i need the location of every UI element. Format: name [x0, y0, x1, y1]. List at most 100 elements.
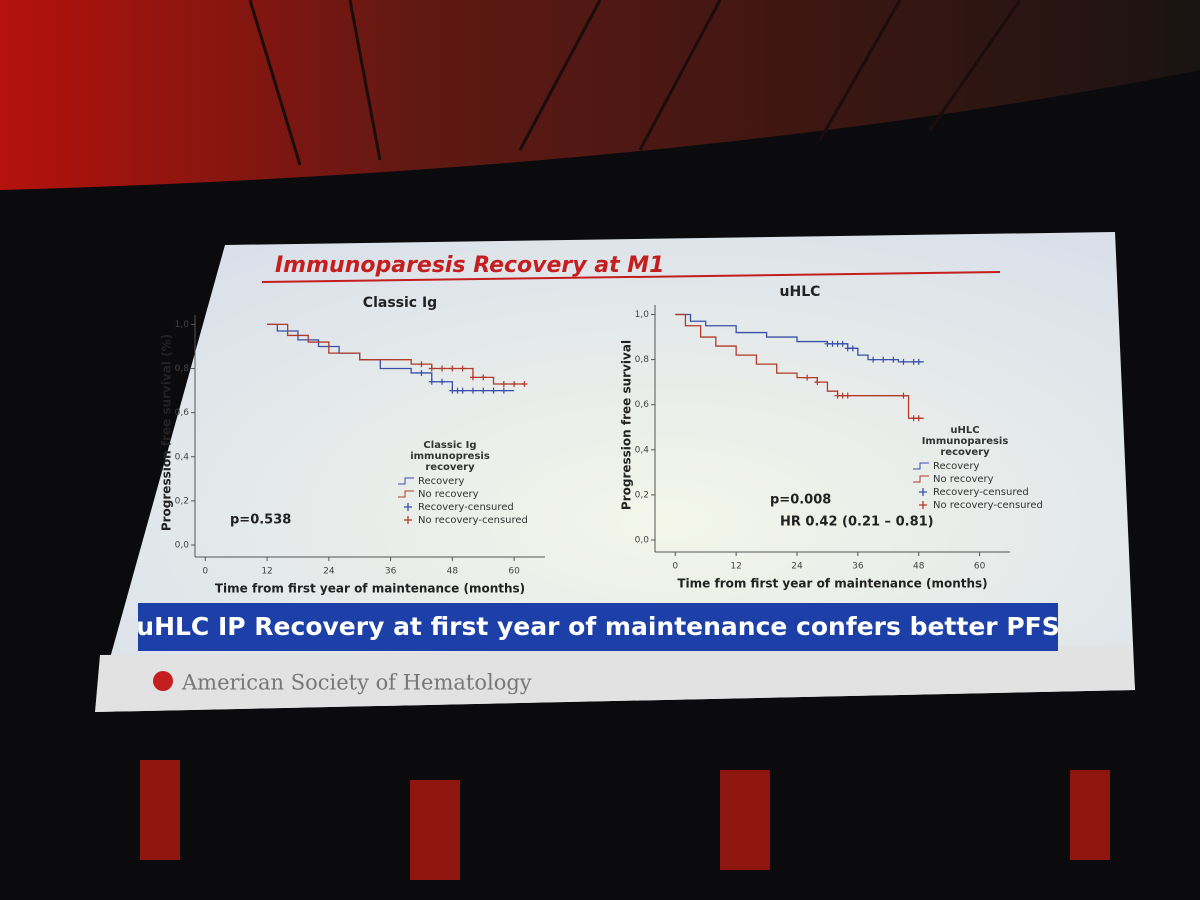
x-axis-title: Time from first year of maintenance (mon…: [677, 577, 987, 591]
x-tick-label: 24: [791, 562, 803, 572]
legend-title-line: uHLC: [950, 425, 979, 436]
censor-mark: [459, 387, 466, 394]
x-tick-label: 48: [913, 562, 925, 572]
y-tick-label: 0,2: [635, 490, 649, 500]
legend-label: Recovery: [933, 461, 979, 472]
censor-mark: [814, 379, 821, 386]
censor-mark: [804, 374, 811, 381]
censor-mark: [500, 380, 507, 387]
censor-mark: [844, 345, 851, 352]
censor-mark: [449, 365, 456, 372]
legend-title-line: Immunoparesis: [922, 436, 1009, 447]
stage-light: [720, 770, 770, 870]
censor-mark: [824, 340, 831, 347]
logo: [153, 671, 173, 691]
x-tick-label: 48: [447, 567, 459, 577]
survival-curve: [267, 323, 525, 385]
censor-mark: [890, 356, 897, 363]
y-tick-label: 0,8: [175, 364, 190, 374]
slide: [95, 232, 1135, 712]
legend-title-line: Classic Ig: [423, 440, 476, 451]
censor-mark: [490, 387, 497, 394]
x-tick-label: 36: [385, 567, 397, 577]
censor-mark: [839, 392, 846, 399]
legend-icon: [919, 501, 927, 509]
x-tick-label: 60: [508, 567, 520, 577]
y-axis-title: Progression free survival: [620, 340, 634, 510]
y-tick-label: 0,4: [635, 445, 650, 455]
banner-text: uHLC IP Recovery at first year of mainte…: [136, 612, 1059, 641]
censor-mark: [511, 380, 518, 387]
legend-title-line: immunopresis: [410, 451, 490, 462]
stage-light: [410, 780, 460, 880]
ceiling-beams: [248, 0, 1022, 166]
y-tick-label: 0,8: [635, 355, 650, 365]
censor-mark: [844, 392, 851, 399]
censor-mark: [480, 387, 487, 394]
stage-light: [140, 760, 180, 860]
legend-icon: [398, 477, 414, 485]
censor-mark: [521, 380, 528, 387]
censor-mark: [849, 345, 856, 352]
censor-mark: [418, 369, 425, 376]
y-axis-title: Progression free survival (%): [160, 334, 174, 531]
censor-mark: [469, 387, 476, 394]
survival-curve: [675, 313, 924, 363]
censor-mark: [469, 374, 476, 381]
footer-text: American Society of Hematology: [181, 671, 532, 695]
chart-title: Classic Ig: [363, 295, 437, 311]
y-tick-label: 0,0: [175, 541, 190, 551]
y-tick-label: 0,0: [635, 536, 650, 546]
legend-icon: [913, 462, 929, 470]
y-tick-label: 0,2: [175, 496, 189, 506]
annotation: p=0.008: [770, 493, 831, 508]
censor-mark: [910, 415, 917, 422]
legend-title-line: recovery: [425, 462, 475, 473]
censor-mark: [900, 358, 907, 365]
legend-icon: [404, 503, 412, 511]
slide-title: Immunoparesis Recovery at M1: [275, 253, 664, 278]
legend-label: No recovery-censured: [418, 515, 528, 526]
censor-mark: [900, 392, 907, 399]
y-tick-label: 0,6: [175, 408, 190, 418]
censor-mark: [449, 387, 456, 394]
legend-icon: [404, 516, 412, 524]
annotation: p=0.538: [230, 513, 291, 528]
x-axis-title: Time from first year of maintenance (mon…: [215, 582, 525, 596]
censor-mark: [910, 358, 917, 365]
censor-mark: [500, 387, 507, 394]
stage-light: [1070, 770, 1110, 860]
banner: [138, 603, 1058, 651]
ceiling: [0, 0, 1200, 190]
legend-title: Classic Ig immunopresis recovery: [410, 440, 490, 473]
legend-label: Recovery-censured: [933, 487, 1029, 498]
y-tick-label: 1,0: [635, 310, 650, 320]
censor-mark: [459, 365, 466, 372]
title-underline: [261, 271, 1001, 283]
legend-label: No recovery: [418, 489, 479, 500]
legend-label: Recovery: [418, 476, 464, 487]
censor-mark: [454, 387, 461, 394]
censor-mark: [480, 374, 487, 381]
y-tick-label: 0,6: [635, 400, 650, 410]
censor-mark: [870, 356, 877, 363]
legend-label: No recovery-censured: [933, 500, 1043, 511]
censor-mark: [418, 361, 425, 368]
censor-mark: [834, 340, 841, 347]
legend-icon: [919, 488, 927, 496]
y-tick-label: 1,0: [175, 320, 190, 330]
censor-mark: [834, 392, 841, 399]
x-tick-label: 0: [672, 562, 678, 572]
slide-footer-band: [95, 645, 1135, 712]
x-tick-label: 60: [974, 562, 986, 572]
censor-mark: [428, 365, 435, 372]
legend-icon: [913, 475, 929, 483]
censor-mark: [880, 356, 887, 363]
legend-label: No recovery: [933, 474, 994, 485]
y-tick-label: 0,4: [175, 452, 190, 462]
x-tick-label: 12: [261, 567, 272, 577]
censor-mark: [839, 340, 846, 347]
x-tick-label: 0: [202, 567, 208, 577]
chart-title: uHLC: [780, 284, 821, 300]
